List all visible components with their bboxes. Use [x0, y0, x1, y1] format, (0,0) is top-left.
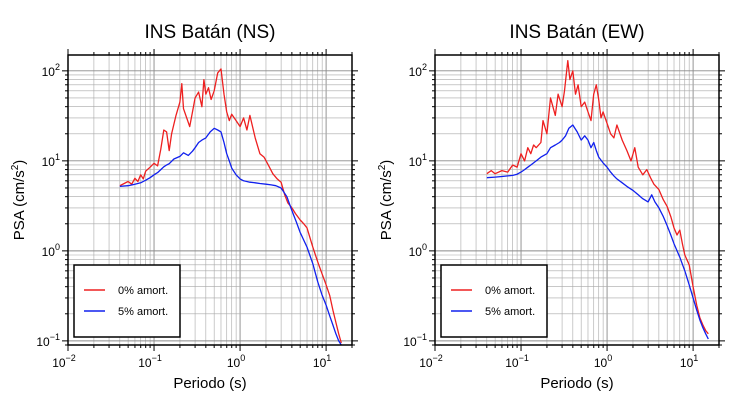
series-line-0	[486, 59, 709, 335]
legend: 0% amort. 5% amort.	[440, 264, 548, 338]
x-axis-label: Periodo (s)	[173, 375, 246, 392]
legend-box	[73, 264, 181, 338]
y-axis-label: PSA (cm/s2)	[377, 160, 395, 241]
x-tick-label: 100	[594, 353, 612, 370]
legend-label-0: 0% amort.	[118, 285, 168, 297]
y-tick-label: 101	[42, 152, 60, 169]
plot-frame	[434, 54, 720, 346]
x-tick-label: 100	[227, 353, 245, 370]
plot-frame	[67, 54, 353, 346]
legend: 0% amort. 5% amort.	[73, 264, 181, 338]
y-tick-label: 10−1	[403, 332, 427, 349]
x-tick-label: 10−1	[138, 353, 162, 370]
tick-labels: 10−2 10−1 100 101 102 101 100 10−1	[36, 49, 358, 370]
panel-ns: INS Batán (NS) 10−2 10−1 100 10110210110010…	[10, 22, 358, 392]
x-tick-label: 10−1	[505, 353, 529, 370]
x-tick-label: 10−2	[419, 353, 443, 370]
legend-box	[440, 264, 548, 338]
y-tick-label: 102	[409, 62, 427, 79]
x-axis-label: Periodo (s)	[540, 375, 613, 392]
y-tick-label: 101	[409, 152, 427, 169]
y-tick-label: 10−1	[36, 332, 60, 349]
panel-ew: INS Batán (EW) 10−2 10−1 100 10110210110010…	[377, 22, 725, 392]
x-tick-label: 101	[680, 353, 698, 370]
legend-label-0: 0% amort.	[485, 285, 535, 297]
series-line-0	[119, 68, 342, 344]
y-tick-label: 102	[42, 62, 60, 79]
y-axis-label: PSA (cm/s2)	[10, 160, 28, 241]
series-line-1	[119, 127, 342, 346]
chart-title: INS Batán (EW)	[509, 22, 644, 43]
x-tick-label: 101	[313, 353, 331, 370]
x-tick-label: 10−2	[52, 353, 76, 370]
series-lines	[486, 59, 709, 340]
series-line-1	[486, 124, 709, 340]
chart-title: INS Batán (NS)	[145, 22, 276, 43]
y-tick-label: 100	[42, 242, 60, 259]
tick-labels: 10−2 10−1 100 101 102 101 100 10−1	[403, 49, 725, 370]
series-lines	[119, 68, 342, 346]
legend-label-1: 5% amort.	[118, 306, 168, 318]
y-tick-label: 100	[409, 242, 427, 259]
grid	[67, 55, 353, 346]
legend-label-1: 5% amort.	[485, 306, 535, 318]
